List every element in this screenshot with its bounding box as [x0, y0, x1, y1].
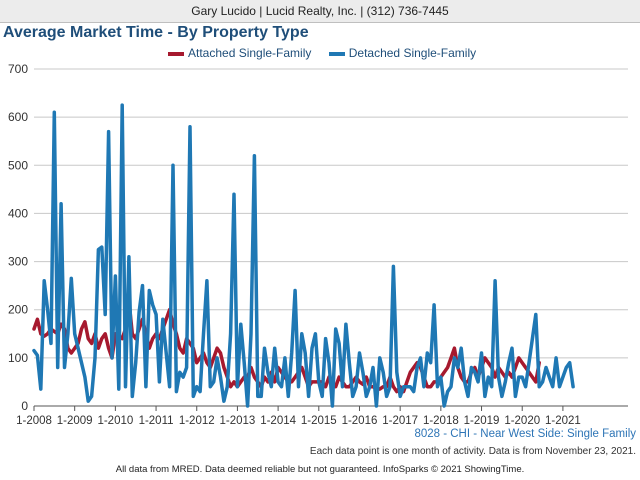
series-line-detached: [32, 103, 575, 408]
y-tick-label: 500: [8, 158, 28, 172]
legend-label-attached: Attached Single-Family: [188, 46, 312, 60]
y-tick-label: 400: [8, 206, 28, 220]
x-tick-label: 1-2018: [423, 415, 459, 427]
chart-subtitle: 8028 - CHI - Near West Side: Single Fami…: [414, 428, 636, 440]
x-tick-label: 1-2010: [97, 415, 133, 427]
legend-item-detached: Detached Single-Family: [328, 46, 477, 60]
y-tick-label: 300: [8, 255, 28, 269]
agent-banner: Gary Lucido | Lucid Realty, Inc. | (312)…: [0, 0, 640, 23]
x-tick-label: 1-2016: [342, 415, 378, 427]
x-tick-label: 1-2014: [260, 415, 296, 427]
chart-note: Each data point is one month of activity…: [309, 446, 636, 457]
x-tick-label: 1-2017: [382, 415, 418, 427]
y-tick-label: 0: [21, 399, 28, 413]
chart-title: Average Market Time - By Property Type: [3, 24, 309, 41]
x-tick-label: 1-2011: [139, 415, 174, 427]
legend-swatch-detached: [328, 51, 345, 56]
y-tick-label: 600: [8, 110, 28, 124]
x-tick-label: 1-2015: [301, 415, 337, 427]
legend-label-detached: Detached Single-Family: [348, 46, 477, 60]
x-tick-label: 1-2013: [220, 415, 256, 427]
x-tick-label: 1-2020: [504, 415, 540, 427]
x-tick-label: 1-2008: [16, 415, 52, 427]
y-tick-label: 100: [8, 351, 28, 365]
y-tick-label: 200: [8, 303, 28, 317]
x-tick-label: 1-2021: [545, 415, 581, 427]
x-tick-label: 1-2012: [179, 415, 215, 427]
legend-swatch-attached: [168, 51, 184, 56]
legend-item-attached: Attached Single-Family: [168, 46, 311, 60]
y-tick-label: 700: [8, 62, 28, 76]
chart-legend: Attached Single-Family Detached Single-F…: [168, 46, 490, 60]
x-tick-label: 1-2019: [464, 415, 500, 427]
x-tick-label: 1-2009: [57, 415, 93, 427]
footer-disclaimer: All data from MRED. Data deemed reliable…: [115, 464, 525, 475]
